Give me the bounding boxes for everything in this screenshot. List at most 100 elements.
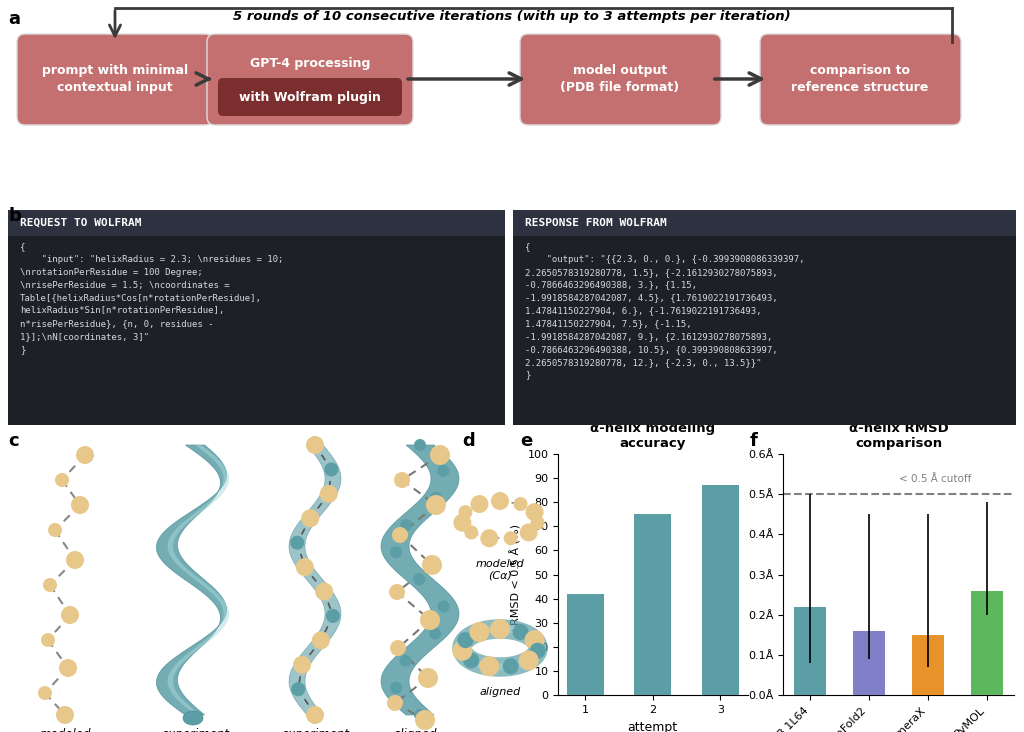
Ellipse shape xyxy=(530,516,545,530)
Ellipse shape xyxy=(503,658,519,674)
Text: {
    "input": "helixRadius = 2.3; \nresidues = 10;
\nrotationPerResidue = 100 D: { "input": "helixRadius = 2.3; \nresidue… xyxy=(20,242,284,354)
Ellipse shape xyxy=(76,446,94,464)
Ellipse shape xyxy=(390,640,406,656)
Text: a: a xyxy=(8,10,20,28)
Bar xyxy=(634,514,672,695)
Title: α-helix RMSD
comparison: α-helix RMSD comparison xyxy=(849,422,948,450)
Ellipse shape xyxy=(301,509,319,527)
Ellipse shape xyxy=(414,709,426,721)
Ellipse shape xyxy=(41,633,55,647)
Ellipse shape xyxy=(56,706,74,724)
Text: REQUEST TO WOLFRAM: REQUEST TO WOLFRAM xyxy=(20,218,141,228)
Ellipse shape xyxy=(306,436,324,454)
Ellipse shape xyxy=(390,546,402,559)
Ellipse shape xyxy=(38,686,52,700)
Ellipse shape xyxy=(479,656,500,676)
Ellipse shape xyxy=(464,526,478,539)
Ellipse shape xyxy=(430,445,450,465)
Ellipse shape xyxy=(420,610,440,630)
Ellipse shape xyxy=(414,439,426,451)
Ellipse shape xyxy=(61,606,79,624)
Bar xyxy=(701,485,739,695)
FancyBboxPatch shape xyxy=(207,34,413,125)
Ellipse shape xyxy=(296,558,313,576)
Text: modeled
(Cα): modeled (Cα) xyxy=(475,559,524,580)
Ellipse shape xyxy=(291,682,305,696)
Text: < 0.5 Å cutoff: < 0.5 Å cutoff xyxy=(899,474,971,484)
Ellipse shape xyxy=(418,668,438,688)
Text: RESPONSE FROM WOLFRAM: RESPONSE FROM WOLFRAM xyxy=(525,218,667,228)
Bar xyxy=(971,591,1004,695)
Ellipse shape xyxy=(390,682,402,694)
Ellipse shape xyxy=(480,529,499,548)
Ellipse shape xyxy=(458,632,473,648)
Ellipse shape xyxy=(394,472,410,488)
Ellipse shape xyxy=(430,492,441,504)
Ellipse shape xyxy=(525,503,544,521)
Polygon shape xyxy=(157,445,226,715)
Ellipse shape xyxy=(469,622,489,642)
Ellipse shape xyxy=(454,514,471,531)
Polygon shape xyxy=(381,445,459,715)
Ellipse shape xyxy=(312,632,330,649)
Ellipse shape xyxy=(290,536,304,550)
Ellipse shape xyxy=(66,551,84,569)
Ellipse shape xyxy=(319,485,338,503)
Bar xyxy=(8,210,505,236)
Ellipse shape xyxy=(429,627,441,640)
Ellipse shape xyxy=(392,527,408,543)
FancyBboxPatch shape xyxy=(17,34,213,125)
Ellipse shape xyxy=(490,619,510,639)
Bar xyxy=(911,635,944,695)
Ellipse shape xyxy=(400,519,413,531)
Ellipse shape xyxy=(437,465,450,477)
Ellipse shape xyxy=(48,523,62,537)
Ellipse shape xyxy=(183,711,203,725)
Ellipse shape xyxy=(426,495,446,515)
Bar xyxy=(853,631,886,695)
Ellipse shape xyxy=(520,523,538,542)
Text: experiment
(ribbon): experiment (ribbon) xyxy=(161,728,229,732)
Ellipse shape xyxy=(415,710,435,730)
Polygon shape xyxy=(289,445,341,715)
Text: prompt with minimal
contextual input: prompt with minimal contextual input xyxy=(42,64,188,94)
Text: aligned: aligned xyxy=(393,728,437,732)
Ellipse shape xyxy=(513,624,528,640)
Text: experiment
(Cα): experiment (Cα) xyxy=(281,728,349,732)
Ellipse shape xyxy=(306,706,324,724)
Bar xyxy=(794,607,826,695)
Text: f: f xyxy=(750,432,758,450)
Ellipse shape xyxy=(71,496,89,514)
Ellipse shape xyxy=(519,651,539,671)
Polygon shape xyxy=(168,445,229,715)
Ellipse shape xyxy=(459,505,472,519)
Ellipse shape xyxy=(437,600,450,613)
X-axis label: attempt: attempt xyxy=(628,721,678,732)
Ellipse shape xyxy=(463,652,479,668)
Bar xyxy=(513,210,1016,236)
Text: 5 rounds of 10 consecutive iterations (with up to 3 attempts per iteration): 5 rounds of 10 consecutive iterations (w… xyxy=(233,10,791,23)
Bar xyxy=(513,210,1016,425)
Text: b: b xyxy=(8,207,20,225)
Text: {
    "output": "{{2.3, 0., 0.}, {-0.3993908086339397,
2.2650578319280778, 1.5},: { "output": "{{2.3, 0., 0.}, {-0.3993908… xyxy=(525,242,805,379)
Ellipse shape xyxy=(315,583,333,600)
Text: GPT-4 processing: GPT-4 processing xyxy=(250,58,371,70)
Text: c: c xyxy=(8,432,18,450)
Ellipse shape xyxy=(326,609,340,623)
Text: comparison to
reference structure: comparison to reference structure xyxy=(792,64,929,94)
Text: e: e xyxy=(520,432,532,450)
Ellipse shape xyxy=(325,463,338,477)
Y-axis label: RMSD < 0.5 Å (%): RMSD < 0.5 Å (%) xyxy=(510,524,522,625)
Ellipse shape xyxy=(399,654,412,667)
Ellipse shape xyxy=(504,531,518,545)
Ellipse shape xyxy=(387,695,403,711)
Ellipse shape xyxy=(55,473,69,487)
Ellipse shape xyxy=(453,640,472,661)
Bar xyxy=(8,210,505,425)
Text: model output
(PDB file format): model output (PDB file format) xyxy=(560,64,680,94)
Bar xyxy=(566,594,604,695)
Title: α-helix modeling
accuracy: α-helix modeling accuracy xyxy=(590,422,716,450)
Ellipse shape xyxy=(524,630,545,650)
FancyBboxPatch shape xyxy=(218,78,402,116)
Ellipse shape xyxy=(529,643,546,659)
